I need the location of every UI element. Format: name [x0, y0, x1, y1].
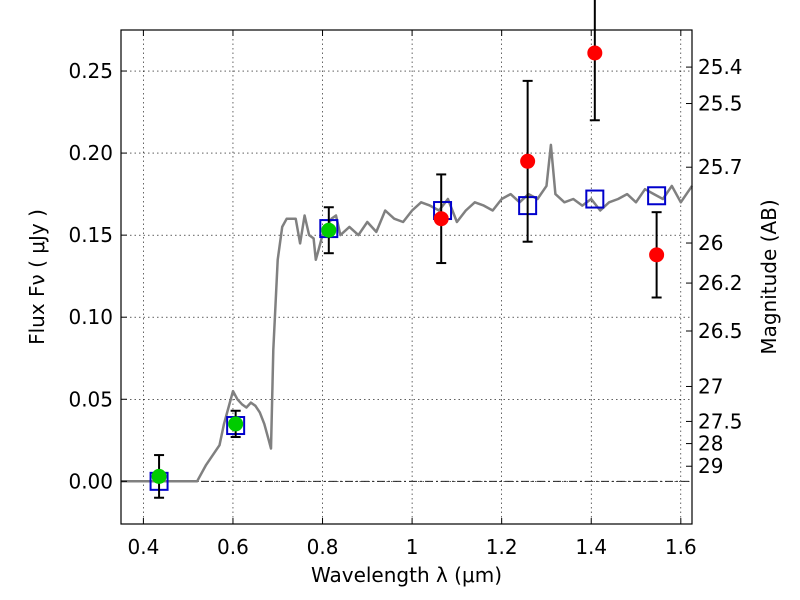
y-tick-label: 0.05	[68, 387, 113, 411]
y2-tick-label: 28	[698, 432, 723, 456]
y-tick-label: 0.20	[68, 141, 113, 165]
y2-tick-label: 25.7	[698, 155, 743, 179]
ticks: 0.4 0.6 0.8 1 1.2 1.4 1.6 0.00 0.05 0.10 0.15 0.20 0…	[68, 30, 743, 559]
x-tick-label: 1.4	[575, 535, 607, 559]
x-tick-label: 1	[406, 535, 419, 559]
x-tick-label: 1.6	[665, 535, 697, 559]
x-axis-label: Wavelength λ (μm)	[311, 563, 502, 587]
y2-tick-label: 29	[698, 454, 723, 478]
y-tick-label: 0.00	[68, 469, 113, 493]
y-axis-label: Flux Fν ( μJy )	[25, 209, 49, 345]
model-photometry-square	[585, 189, 605, 209]
x-tick-label: 1.2	[486, 535, 518, 559]
x-tick-label: 0.4	[127, 535, 159, 559]
x-tick-label: 0.8	[307, 535, 339, 559]
y2-tick-label: 27.5	[698, 409, 743, 433]
y2-tick-label: 26.2	[698, 271, 743, 295]
plot-frame	[120, 29, 693, 525]
grid	[121, 30, 692, 524]
y2-axis-label: Magnitude (AB)	[757, 199, 781, 354]
plot-area	[121, 30, 692, 524]
y2-tick-label: 25.4	[698, 55, 743, 79]
y-tick-label: 0.10	[68, 305, 113, 329]
y2-tick-label: 26	[698, 231, 723, 255]
red-data-point	[433, 211, 449, 227]
red-data-point	[587, 45, 603, 61]
y2-tick-label: 26.5	[698, 319, 743, 343]
model-spectrum-line	[121, 143, 694, 483]
model-photometry-square	[647, 186, 667, 206]
green-data-point	[228, 416, 244, 432]
y2-tick-label: 27	[698, 374, 723, 398]
y2-tick-label: 25.5	[698, 92, 743, 116]
y-tick-label: 0.15	[68, 223, 113, 247]
green-data-point	[151, 468, 167, 484]
x-tick-label: 0.6	[217, 535, 249, 559]
green-data-point	[321, 222, 337, 238]
y-tick-label: 0.25	[68, 59, 113, 83]
series-layer	[121, 0, 694, 499]
red-data-point	[520, 153, 536, 169]
red-data-point	[649, 247, 665, 263]
